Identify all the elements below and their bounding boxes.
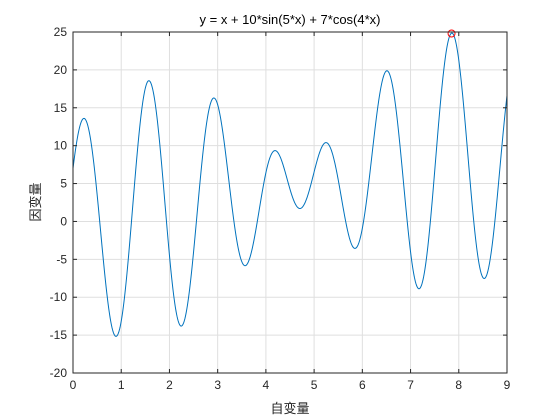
y-tick-label: 25 [54, 25, 68, 39]
x-tick-label: 8 [455, 378, 462, 392]
y-tick-label: 20 [54, 63, 68, 77]
x-tick-label: 3 [214, 378, 221, 392]
y-tick-label: -5 [56, 252, 67, 266]
x-tick-label: 0 [70, 378, 77, 392]
curve-layer [72, 29, 508, 337]
y-axis-label: 因变量 [28, 182, 44, 221]
x-tick-label: 6 [359, 378, 366, 392]
x-tick-label: 7 [407, 378, 414, 392]
y-tick-label: -10 [50, 290, 68, 304]
y-tick-label: 10 [54, 139, 68, 153]
x-axis-label: 自变量 [270, 401, 309, 417]
y-tick-label: 15 [54, 101, 68, 115]
ticks: 0 1 2 3 4 5 6 7 8 9 -20 -15 -10 -5 0 5 10 15 20 25 [50, 25, 511, 392]
y-tick-label: 0 [60, 214, 67, 228]
series-line [72, 32, 508, 337]
max-point-marker [447, 29, 456, 38]
x-tick-label: 2 [166, 378, 173, 392]
plot-frame [72, 31, 508, 374]
x-tick-label: 4 [263, 378, 270, 392]
x-tick-label: 1 [118, 378, 125, 392]
grid [73, 32, 507, 373]
y-tick-label: -15 [50, 328, 68, 342]
y-tick-label: -20 [50, 366, 68, 380]
x-tick-label: 5 [311, 378, 318, 392]
y-tick-label: 5 [60, 177, 67, 191]
x-tick-label: 9 [504, 378, 511, 392]
chart-title: y = x + 10*sin(5*x) + 7*cos(4*x) [200, 12, 381, 27]
